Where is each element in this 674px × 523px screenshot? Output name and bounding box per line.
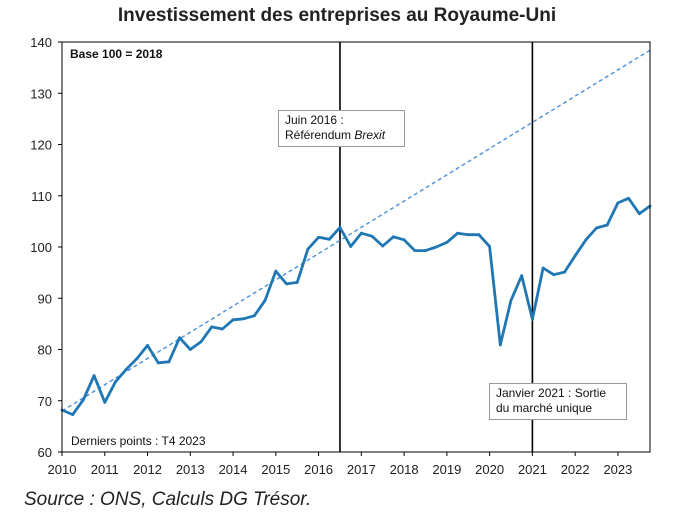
- data-point: [135, 357, 139, 361]
- last-points-label: Derniers points : T4 2023: [71, 434, 206, 448]
- y-tick-label: 130: [30, 86, 52, 101]
- data-point: [349, 245, 353, 248]
- data-point: [295, 280, 299, 284]
- data-point: [156, 361, 160, 365]
- x-tick-label: 2019: [432, 462, 461, 477]
- data-point: [466, 233, 470, 237]
- y-tick-label: 140: [30, 35, 52, 50]
- data-point: [509, 298, 513, 302]
- data-point: [114, 380, 117, 384]
- data-point: [231, 318, 235, 322]
- annotation-line: du marché unique: [496, 401, 593, 415]
- data-point: [285, 282, 288, 286]
- data-point: [552, 273, 556, 277]
- data-point: [616, 201, 620, 205]
- data-point: [178, 336, 182, 340]
- data-point: [199, 340, 203, 344]
- y-tick-label: 120: [30, 138, 52, 153]
- annotation-single-market-exit: Janvier 2021 : Sortie du marché unique: [489, 383, 627, 420]
- data-point: [498, 343, 502, 347]
- data-point: [627, 196, 631, 200]
- annotation-line: Référendum Brexit: [285, 128, 386, 142]
- data-point: [92, 374, 96, 378]
- data-point: [167, 360, 171, 364]
- data-point: [595, 226, 598, 230]
- data-point: [563, 270, 566, 274]
- x-tick-label: 2011: [91, 462, 119, 477]
- data-point: [392, 235, 395, 239]
- data-point: [124, 368, 128, 371]
- data-point: [456, 231, 459, 235]
- chart-title: Investissement des entreprises au Royaum…: [117, 5, 557, 26]
- data-point: [210, 325, 214, 329]
- x-tick-label: 2017: [347, 462, 376, 477]
- x-axis: 2010 2011 2012 2013 2014 2015 2016 2017 2018 2019…: [48, 452, 632, 477]
- y-tick-label: 60: [38, 445, 52, 460]
- data-point: [103, 400, 107, 404]
- data-point: [445, 240, 449, 244]
- data-point: [520, 274, 524, 278]
- investment-series-line: [61, 196, 651, 416]
- plot-frame: [61, 41, 651, 453]
- data-point: [381, 244, 385, 248]
- data-point: [434, 245, 438, 249]
- data-point: [317, 235, 320, 239]
- data-point: [359, 231, 363, 235]
- annotation-line: Janvier 2021 : Sortie: [496, 386, 607, 400]
- base-label: Base 100 = 2018: [70, 47, 163, 61]
- x-tick-label: 2015: [261, 462, 290, 477]
- data-point: [605, 223, 609, 227]
- data-point: [242, 317, 246, 321]
- trend-series-line: [61, 49, 651, 412]
- x-tick-label: 2016: [304, 462, 333, 477]
- data-point: [541, 266, 545, 270]
- data-point: [413, 249, 417, 252]
- data-point: [71, 413, 75, 416]
- data-point: [573, 254, 577, 258]
- x-tick-label: 2022: [561, 462, 590, 477]
- x-tick-label: 2021: [518, 462, 547, 477]
- x-tick-label: 2010: [48, 462, 77, 477]
- data-point: [306, 247, 310, 251]
- data-point: [637, 212, 641, 216]
- y-tick-label: 100: [30, 240, 52, 255]
- data-point: [327, 237, 331, 241]
- data-point: [424, 249, 427, 252]
- data-point: [274, 269, 278, 273]
- x-tick-label: 2014: [219, 462, 248, 477]
- x-tick-label: 2012: [133, 462, 162, 477]
- y-tick-label: 110: [31, 189, 52, 204]
- data-point: [188, 348, 192, 351]
- data-point: [402, 238, 406, 242]
- data-point: [338, 226, 342, 229]
- data-point: [81, 398, 85, 402]
- annotation-line: Juin 2016 :: [285, 113, 344, 127]
- data-points: [60, 196, 652, 416]
- data-point: [146, 344, 149, 347]
- data-point: [370, 234, 374, 238]
- y-axis: 60 70 80 90 100 110 120 130 140: [30, 35, 62, 460]
- data-point: [220, 327, 224, 331]
- data-point: [584, 238, 588, 242]
- y-tick-label: 80: [38, 343, 52, 358]
- source-note: Source : ONS, Calculs DG Trésor.: [24, 489, 312, 510]
- y-tick-label: 90: [38, 291, 52, 306]
- annotation-brexit-vote: Juin 2016 : Référendum Brexit: [278, 110, 405, 147]
- data-point: [253, 314, 256, 318]
- y-tick-label: 70: [38, 394, 52, 409]
- data-point: [477, 233, 481, 237]
- x-tick-label: 2023: [603, 462, 632, 477]
- x-tick-label: 2013: [176, 462, 205, 477]
- x-tick-label: 2018: [390, 462, 419, 477]
- data-point: [531, 317, 534, 321]
- data-point: [488, 245, 492, 248]
- x-tick-label: 2020: [475, 462, 504, 477]
- data-point: [263, 298, 267, 302]
